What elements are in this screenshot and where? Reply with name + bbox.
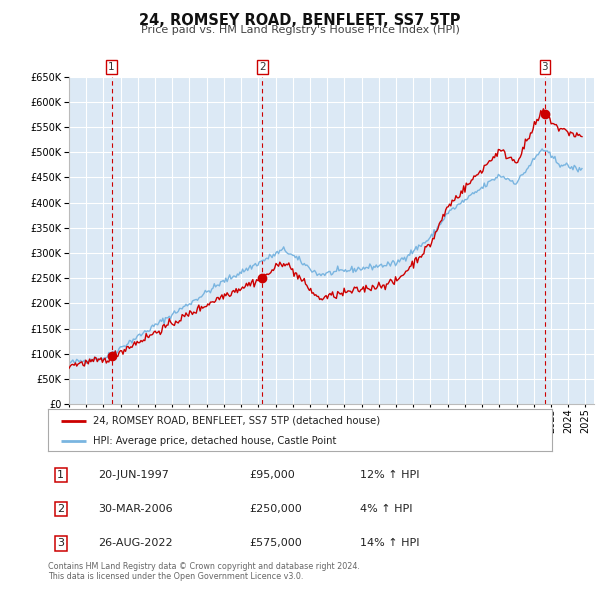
Text: Contains HM Land Registry data © Crown copyright and database right 2024.
This d: Contains HM Land Registry data © Crown c… bbox=[48, 562, 360, 581]
Text: 12% ↑ HPI: 12% ↑ HPI bbox=[361, 470, 420, 480]
Text: 20-JUN-1997: 20-JUN-1997 bbox=[98, 470, 169, 480]
Text: £575,000: £575,000 bbox=[250, 538, 302, 548]
Text: 3: 3 bbox=[542, 62, 548, 71]
Text: 2: 2 bbox=[57, 504, 64, 514]
Text: £95,000: £95,000 bbox=[250, 470, 295, 480]
Text: 24, ROMSEY ROAD, BENFLEET, SS7 5TP: 24, ROMSEY ROAD, BENFLEET, SS7 5TP bbox=[139, 13, 461, 28]
Text: Price paid vs. HM Land Registry's House Price Index (HPI): Price paid vs. HM Land Registry's House … bbox=[140, 25, 460, 35]
Text: 14% ↑ HPI: 14% ↑ HPI bbox=[361, 538, 420, 548]
Text: HPI: Average price, detached house, Castle Point: HPI: Average price, detached house, Cast… bbox=[94, 436, 337, 445]
Text: 26-AUG-2022: 26-AUG-2022 bbox=[98, 538, 173, 548]
Text: 24, ROMSEY ROAD, BENFLEET, SS7 5TP (detached house): 24, ROMSEY ROAD, BENFLEET, SS7 5TP (deta… bbox=[94, 416, 380, 426]
Text: 1: 1 bbox=[108, 62, 115, 71]
Text: 4% ↑ HPI: 4% ↑ HPI bbox=[361, 504, 413, 514]
Text: 30-MAR-2006: 30-MAR-2006 bbox=[98, 504, 173, 514]
Text: £250,000: £250,000 bbox=[250, 504, 302, 514]
Text: 3: 3 bbox=[57, 538, 64, 548]
Text: 1: 1 bbox=[57, 470, 64, 480]
Text: 2: 2 bbox=[259, 62, 266, 71]
